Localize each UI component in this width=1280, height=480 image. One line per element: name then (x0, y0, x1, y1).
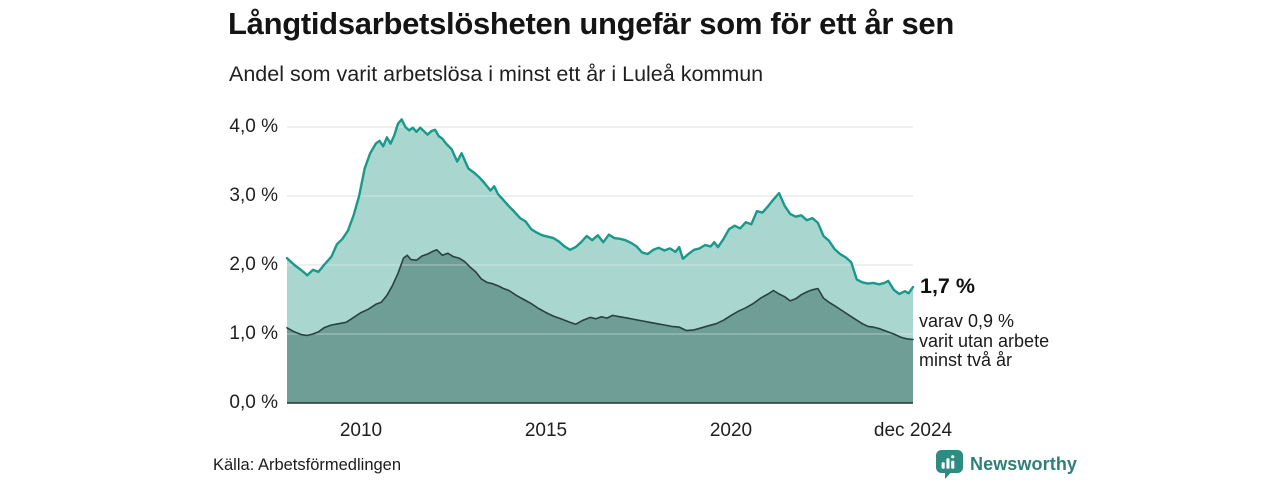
latest-value-label: 1,7 % (920, 274, 975, 298)
total-one-year-line (285, 118, 915, 296)
y-tick-label: 3,0 % (229, 185, 278, 206)
unemployment-area-chart (285, 110, 915, 406)
page-title: Långtidsarbetslösheten ungefär som för e… (228, 6, 955, 41)
chart-canvas (285, 118, 915, 404)
two-years-line (286, 249, 914, 341)
two-years-area (287, 249, 913, 403)
secondary-value-annotation: varav 0,9 % varit utan arbete minst två … (919, 312, 1056, 371)
newsworthy-logo-icon (936, 449, 963, 479)
x-tick-label: 2015 (524, 420, 568, 441)
newsworthy-brand: Newsworthy (936, 449, 1077, 479)
x-tick-label: 2020 (709, 420, 753, 441)
annotation-line: varit utan arbete (919, 330, 1050, 351)
y-tick-label: 4,0 % (229, 116, 278, 137)
y-tick-label: 1,0 % (229, 323, 278, 344)
x-tick-label: 2010 (339, 420, 383, 441)
y-tick-label: 2,0 % (229, 254, 278, 275)
annotation-line: varav 0,9 % (919, 312, 1015, 331)
chart-subtitle: Andel som varit arbetslösa i minst ett å… (229, 62, 764, 86)
annotation-line: minst två år (919, 350, 1013, 370)
newsworthy-wordmark: Newsworthy (970, 453, 1078, 474)
y-tick-label: 0,0 % (229, 392, 278, 413)
x-tick-label: dec 2024 (873, 420, 953, 441)
source-credit: Källa: Arbetsförmedlingen (213, 456, 402, 474)
